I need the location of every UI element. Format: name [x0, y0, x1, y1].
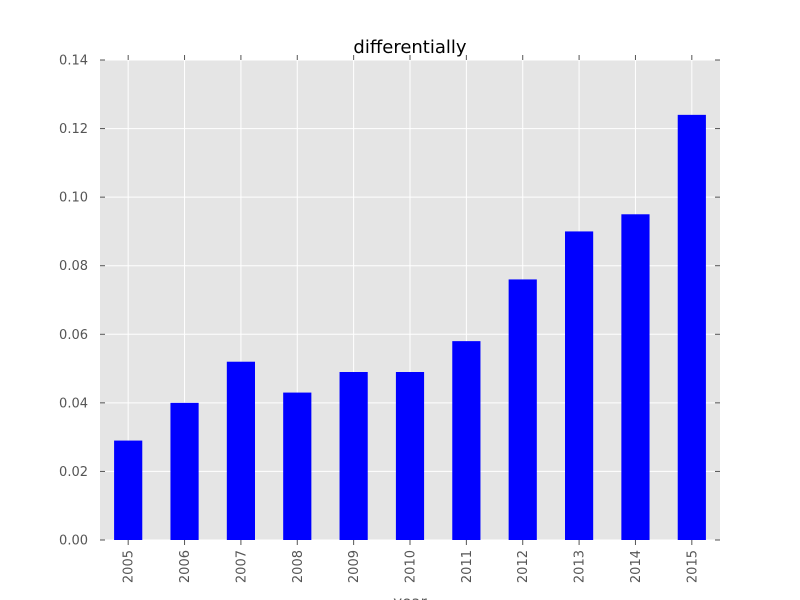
bar-2013: [565, 231, 594, 540]
bar-2015: [677, 114, 706, 540]
x-tick-label: 2013: [573, 550, 588, 583]
bar-2007: [226, 361, 255, 540]
x-axis-title: year: [393, 593, 427, 600]
x-tick-label: 2015: [685, 550, 700, 583]
x-tick-label: 2011: [460, 550, 475, 583]
y-tick-label: 0.12: [59, 122, 88, 137]
chart-title: differentially: [353, 37, 466, 58]
bar-2006: [170, 402, 199, 540]
y-tick-label: 0.00: [59, 534, 88, 549]
bar-2005: [114, 440, 143, 540]
tick-marks: [100, 55, 720, 545]
y-tick-label: 0.02: [59, 465, 88, 480]
x-tick-label: 2007: [234, 550, 249, 583]
y-tick-labels: 0.00 0.02 0.04 0.06 0.08 0.10 0.12 0.14: [59, 54, 88, 549]
x-tick-label: 2010: [404, 550, 419, 583]
bar-2012: [508, 279, 537, 540]
bar-2014: [621, 214, 650, 541]
y-tick-label: 0.08: [59, 259, 88, 274]
x-tick-label: 2014: [629, 550, 644, 583]
bar-2010: [395, 372, 425, 540]
bars: [114, 114, 706, 541]
bar-2009: [339, 372, 368, 540]
y-tick-label: 0.06: [59, 328, 88, 343]
bar-2008: [283, 392, 312, 540]
x-tick-label: 2009: [347, 550, 362, 583]
x-tick-labels: 2005 2006 2007 2008 2009 2010 2011 2012 2013 2014…: [122, 550, 701, 583]
y-tick-label: 0.14: [59, 54, 88, 69]
x-tick-label: 2005: [122, 550, 137, 583]
x-tick-label: 2012: [516, 550, 531, 583]
y-tick-label: 0.10: [59, 191, 88, 206]
bar-2011: [452, 341, 481, 540]
x-tick-label: 2008: [291, 550, 306, 583]
x-tick-label: 2006: [178, 550, 193, 583]
y-tick-label: 0.04: [59, 396, 88, 411]
